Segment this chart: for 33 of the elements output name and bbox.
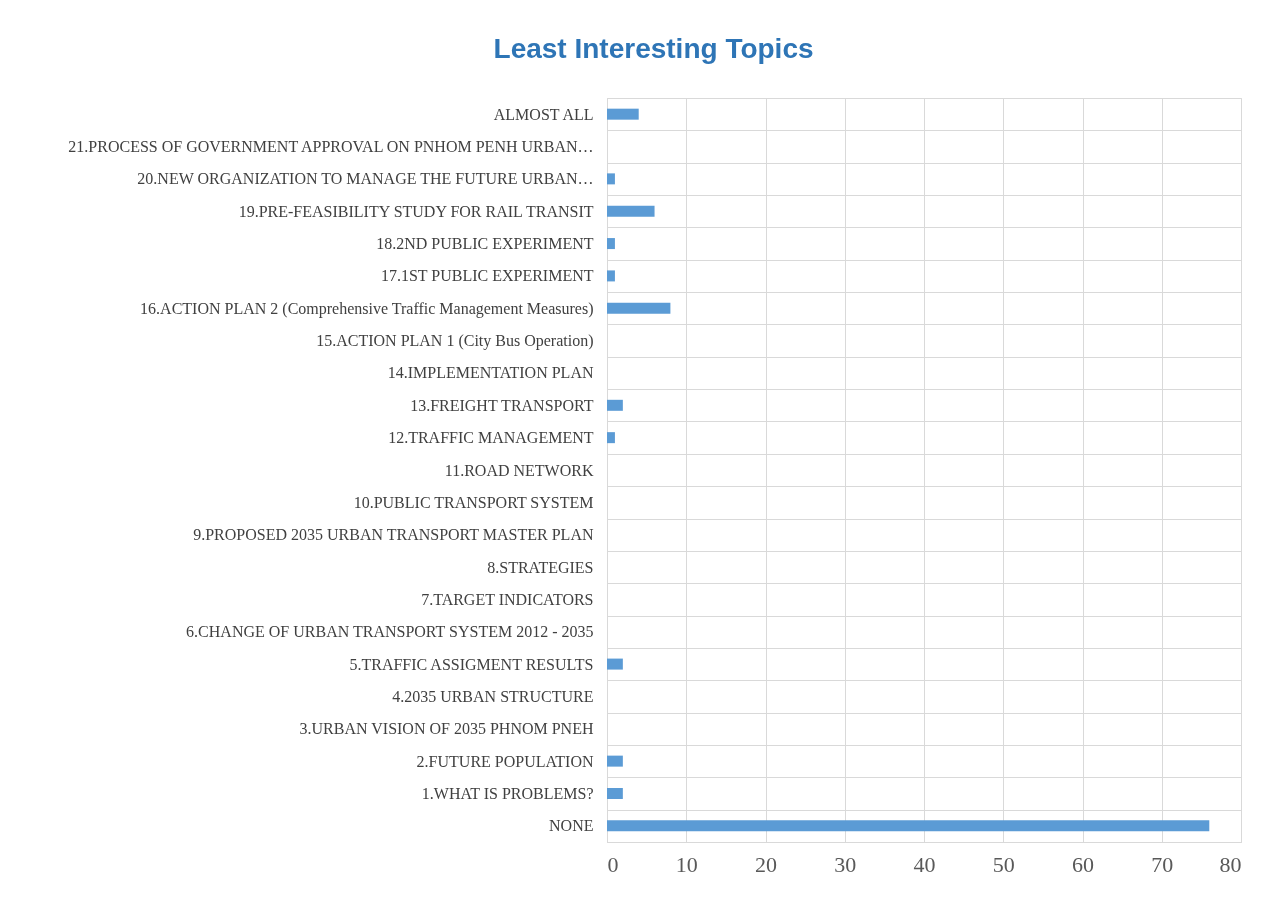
x-tick-label: 40 — [913, 851, 936, 877]
x-tick-label: 30 — [834, 851, 857, 877]
y-tick-label: 9.PROPOSED 2035 URBAN TRANSPORT MASTER PLAN — [193, 526, 594, 544]
y-tick-label: 7.TARGET INDICATORS — [421, 590, 594, 608]
x-tick-label: 70 — [1151, 851, 1174, 877]
x-tick-label: 50 — [992, 851, 1015, 877]
y-tick-label: ALMOST ALL — [493, 105, 594, 123]
y-tick-label: 15.ACTION PLAN 1 (City Bus Operation) — [316, 332, 594, 351]
y-tick-label: 20.NEW ORGANIZATION TO MANAGE THE FUTURE URBAN… — [137, 170, 594, 188]
y-tick-label: 13.FREIGHT TRANSPORT — [410, 396, 594, 414]
x-tick-label: 20 — [755, 851, 777, 877]
y-tick-label: 6.CHANGE OF URBAN TRANSPORT SYSTEM 2012 - 2035 — [186, 623, 594, 641]
y-tick-label: 3.URBAN VISION OF 2035 PHNOM PNEH — [299, 720, 594, 738]
y-tick-label: 5.TRAFFIC ASSIGMENT RESULTS — [349, 655, 594, 673]
y-tick-label: 2.FUTURE POPULATION — [416, 752, 594, 770]
x-tick-label: 0 — [607, 851, 619, 877]
y-tick-label: 10.PUBLIC TRANSPORT SYSTEM — [353, 493, 594, 511]
y-tick-label: 21.PROCESS OF GOVERNMENT APPROVAL ON PNHOM PENH URBAN… — [68, 138, 594, 156]
y-tick-label: 16.ACTION PLAN 2 (Comprehensive Traffic Management Measures) — [140, 299, 594, 318]
y-tick-label: 8.STRATEGIES — [487, 558, 594, 576]
x-tick-label: 60 — [1072, 851, 1094, 877]
y-tick-label: 14.IMPLEMENTATION PLAN — [387, 364, 594, 382]
y-tick-label: 11.ROAD NETWORK — [444, 461, 594, 479]
y-tick-label: 12.TRAFFIC MANAGEMENT — [388, 429, 594, 447]
y-tick-label: 19.PRE-FEASIBILITY STUDY FOR RAIL TRANSIT — [238, 202, 594, 220]
chart-title: Least Interesting Topics — [493, 33, 814, 64]
x-tick-label: 10 — [675, 851, 698, 877]
x-tick-label: 80 — [1219, 851, 1242, 877]
y-tick-label: NONE — [549, 817, 594, 835]
y-tick-label: 17.1ST PUBLIC EXPERIMENT — [380, 267, 594, 285]
y-tick-label: 4.2035 URBAN STRUCTURE — [392, 687, 594, 705]
y-tick-label: 1.WHAT IS PROBLEMS? — [421, 784, 594, 802]
y-tick-label: 18.2ND PUBLIC EXPERIMENT — [376, 235, 594, 253]
